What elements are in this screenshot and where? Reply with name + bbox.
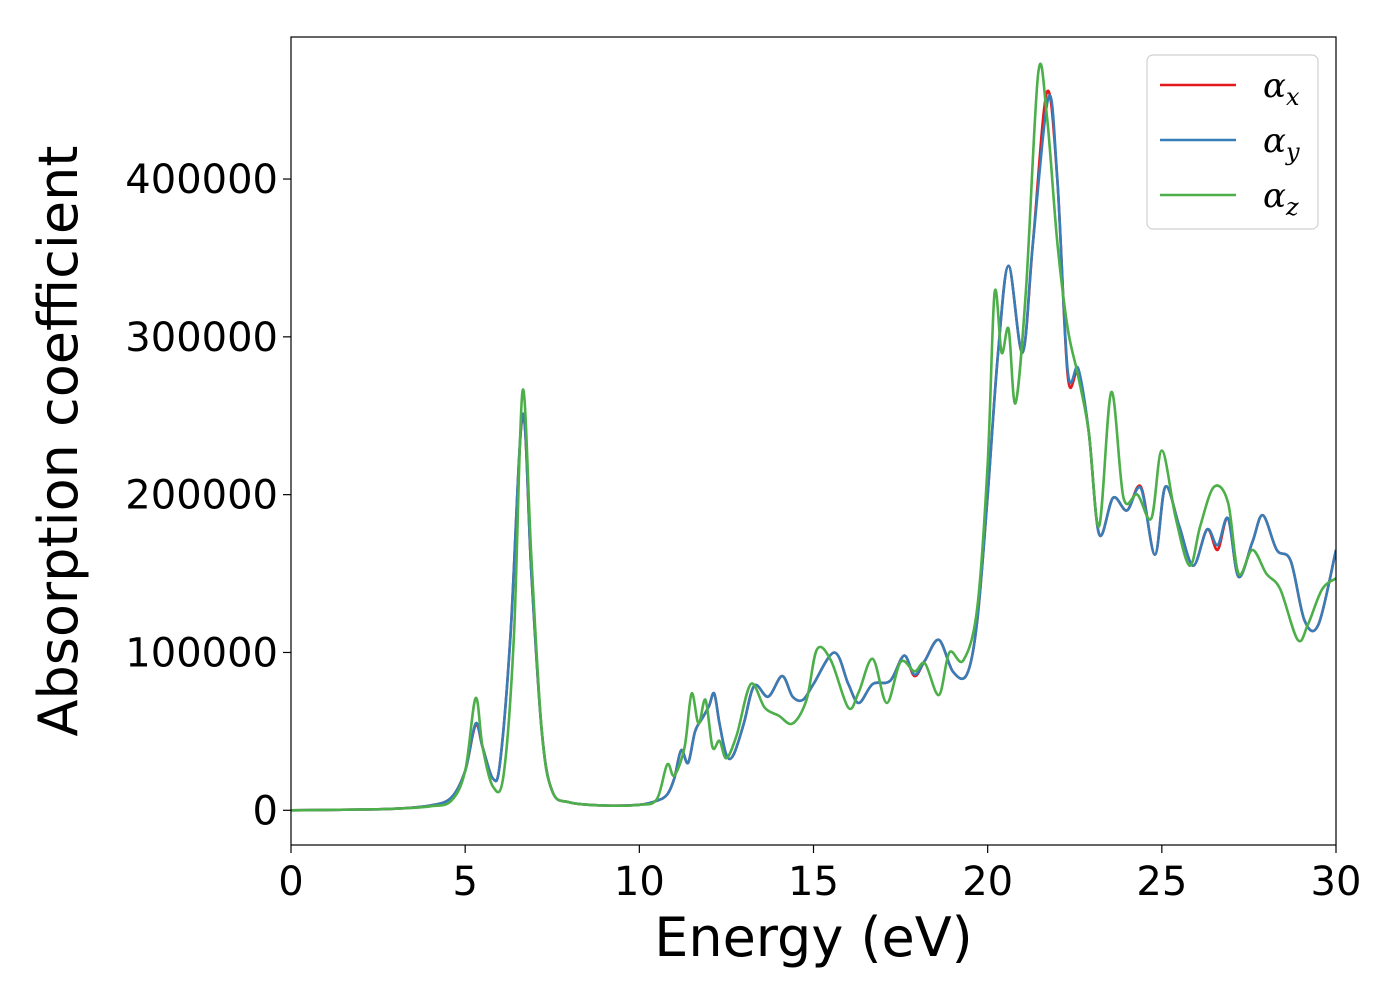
x-axis: 0 5 10 15 20 25 30 — [278, 845, 1361, 905]
y-tick-label: 200000 — [125, 473, 278, 519]
y-tick-label: 100000 — [125, 630, 278, 676]
legend-label-x: αx — [1263, 66, 1300, 111]
legend: αx αy αz — [1146, 54, 1319, 230]
x-tick-label: 0 — [278, 859, 303, 905]
x-tick-label: 10 — [614, 859, 665, 905]
x-tick-label: 25 — [1136, 859, 1187, 905]
legend-label-z: αz — [1263, 176, 1299, 221]
series-line-z — [291, 62, 1336, 812]
y-tick-label: 300000 — [125, 315, 278, 361]
y-axis: 0 100000 200000 300000 400000 — [125, 157, 291, 834]
y-tick-label: 0 — [253, 788, 278, 834]
x-tick-label: 30 — [1311, 859, 1362, 905]
y-tick-label: 400000 — [125, 157, 278, 203]
legend-label-y: αy — [1263, 121, 1300, 166]
legend-box — [1146, 54, 1319, 230]
x-axis-title: Energy (eV) — [654, 906, 973, 969]
x-tick-label: 15 — [788, 859, 839, 905]
x-tick-label: 5 — [452, 859, 477, 905]
x-tick-label: 20 — [962, 859, 1013, 905]
y-axis-title: Absorption coefficient — [27, 146, 90, 737]
series-layer — [291, 62, 1336, 812]
